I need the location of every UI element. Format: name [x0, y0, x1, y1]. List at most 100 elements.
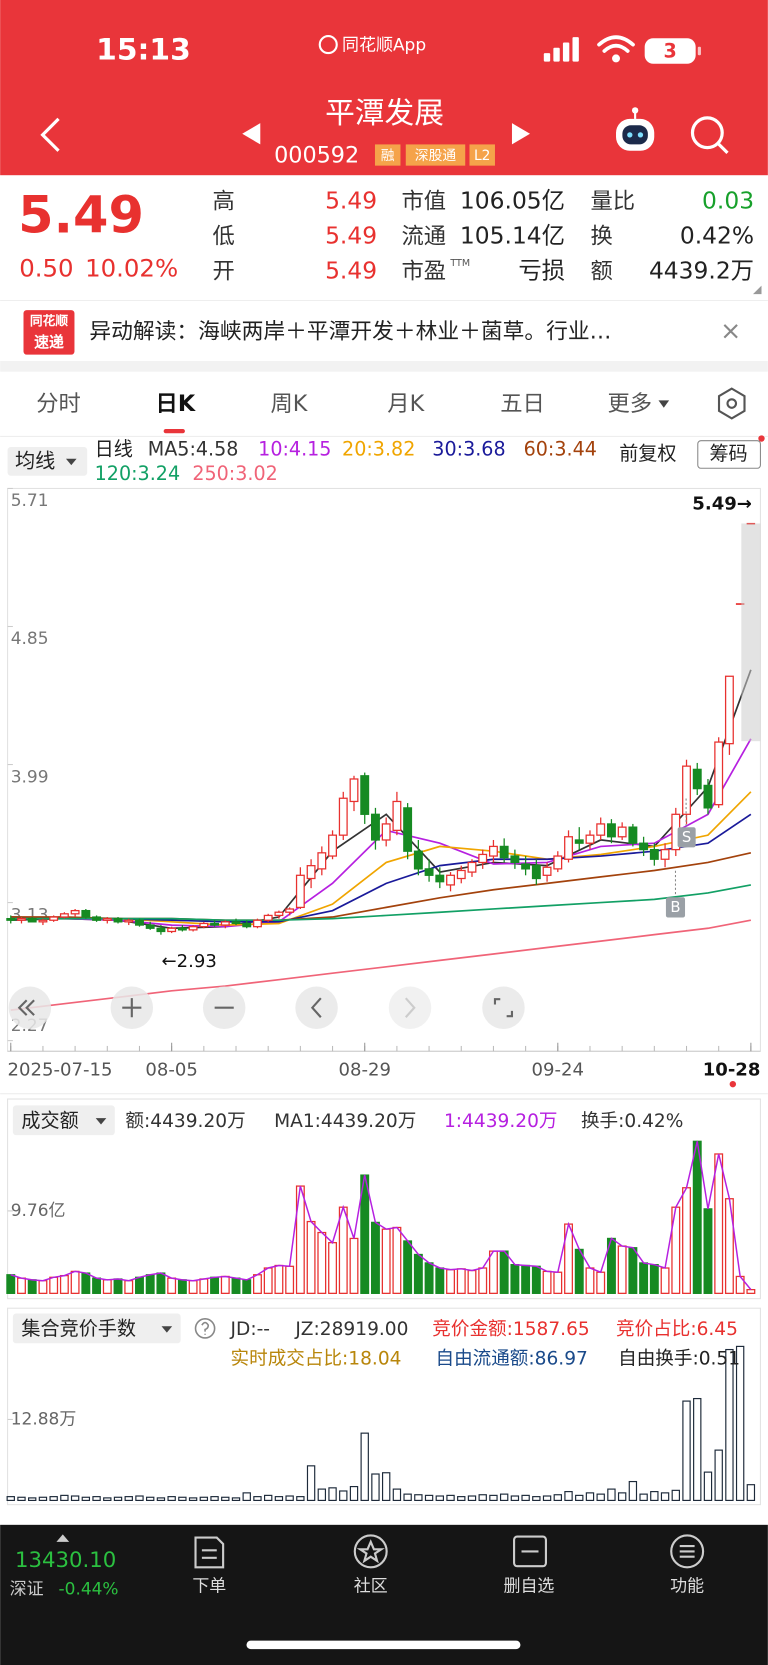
candle-body: [231, 921, 241, 925]
volume-bar: [714, 1153, 724, 1294]
icon: [493, 998, 514, 1018]
auction-bar: [457, 1496, 466, 1501]
volume-title[interactable]: 成交额: [21, 1109, 78, 1132]
app-icon: [318, 35, 338, 55]
auction-bar: [49, 1496, 58, 1501]
volume-bar: [231, 1277, 241, 1294]
candle-body: [478, 853, 488, 864]
nav-label[interactable]: 功能: [670, 1576, 704, 1596]
volume-bar: [317, 1231, 327, 1294]
volume-bar: [446, 1269, 455, 1294]
nav-label[interactable]: 下单: [192, 1576, 226, 1596]
fullscreen[interactable]: [482, 986, 525, 1029]
tab[interactable]: 五日: [500, 391, 545, 417]
volume-bar: [328, 1242, 338, 1294]
volume-bar: [649, 1263, 659, 1294]
auction-bar: [424, 1494, 434, 1501]
volume-bar: [177, 1279, 187, 1294]
auction-stat: 实时成交占比:18.04: [231, 1349, 402, 1370]
ma-legend: 10:4.15: [258, 438, 331, 461]
tab[interactable]: 月K: [387, 391, 425, 417]
next-stock[interactable]: [511, 123, 531, 145]
battery: [644, 38, 696, 64]
ma-button-bg[interactable]: [7, 447, 88, 476]
field-value: 5.49: [325, 221, 377, 249]
tag: 深股通: [415, 148, 457, 164]
icon: [679, 1545, 695, 1558]
auction-bar: [306, 1465, 316, 1501]
candle-body: [210, 922, 220, 926]
candle-body: [220, 921, 230, 926]
volume-button-bg[interactable]: [12, 1105, 115, 1136]
y-tick-label: 5.71: [11, 491, 49, 511]
nav-label[interactable]: 删自选: [503, 1576, 554, 1596]
index-value[interactable]: 13430.10: [15, 1548, 116, 1573]
tag-bg: [405, 144, 466, 166]
auction-bar: [296, 1496, 305, 1501]
last-annotation: 5.49→: [692, 493, 752, 514]
candle-body: [596, 823, 606, 836]
tab[interactable]: 分时: [36, 391, 81, 417]
date-dot: [729, 1080, 737, 1088]
news-close[interactable]: [723, 324, 738, 339]
candle-body: [403, 807, 413, 852]
tab[interactable]: 更多: [608, 391, 653, 417]
candle-body: [413, 850, 423, 870]
auction-bar: [188, 1497, 198, 1501]
auction-bar: [532, 1496, 541, 1501]
auction-bar: [575, 1494, 584, 1501]
divider-band: [0, 361, 768, 372]
volume-bar: [27, 1279, 37, 1294]
auction-stat: JD:--: [230, 1319, 270, 1340]
volume-bar: [349, 1237, 359, 1294]
buy-marker: B: [670, 898, 680, 916]
field-value: 0.03: [702, 186, 754, 214]
scroll-right[interactable]: [388, 986, 432, 1029]
auction-title[interactable]: 集合竞价手数: [21, 1317, 136, 1340]
adjust-mode[interactable]: 前复权: [619, 442, 676, 465]
candle-body: [349, 778, 359, 803]
auction-bar: [92, 1496, 101, 1501]
ma-legend: 30:3.68: [432, 438, 505, 461]
candle-body: [585, 834, 595, 844]
robot-button[interactable]: [616, 107, 655, 151]
candle-body: [488, 845, 498, 857]
settings-button[interactable]: [717, 387, 746, 420]
help-button[interactable]: [194, 1318, 216, 1339]
volume-bar: [338, 1206, 348, 1294]
volume-bar: [17, 1277, 26, 1294]
candle-body: [113, 917, 123, 923]
volume-bar: [553, 1271, 563, 1294]
ma-legend: 120:3.24: [95, 462, 180, 485]
scroll-left[interactable]: [295, 986, 338, 1029]
volume-bar: [531, 1265, 541, 1294]
back-button[interactable]: [40, 117, 60, 152]
nav-label[interactable]: 社区: [354, 1576, 388, 1596]
tab[interactable]: 日K: [156, 391, 196, 417]
auction-bar: [414, 1494, 423, 1501]
news-text[interactable]: 异动解读：海峡两岸＋平潭开发＋林业＋菌草。行业…: [89, 319, 611, 344]
auction-bar: [607, 1488, 616, 1501]
icon: [353, 1534, 388, 1569]
wifi: [597, 35, 635, 63]
chips-button-bg[interactable]: [697, 440, 761, 469]
ma-legend: 250:3.02: [192, 462, 277, 485]
prev-stock[interactable]: [242, 123, 261, 145]
volume-bar: [220, 1275, 230, 1294]
ma-button[interactable]: 均线: [15, 448, 55, 472]
search-button[interactable]: [690, 116, 729, 155]
volume-bar: [306, 1220, 316, 1294]
chips-button[interactable]: 筹码: [709, 442, 747, 465]
volume-bar: [188, 1280, 198, 1294]
auction-button-bg[interactable]: [12, 1313, 181, 1344]
auction-frame: [7, 1307, 761, 1506]
expand-corner[interactable]: [752, 285, 762, 295]
sell-marker-bg: [677, 827, 696, 848]
candle-body: [435, 874, 445, 883]
tab[interactable]: 周K: [271, 391, 309, 417]
volume-bar: [6, 1274, 16, 1294]
zoom-out-all[interactable]: [8, 986, 52, 1029]
auction-stat: 自由流通额:86.97: [436, 1349, 588, 1370]
